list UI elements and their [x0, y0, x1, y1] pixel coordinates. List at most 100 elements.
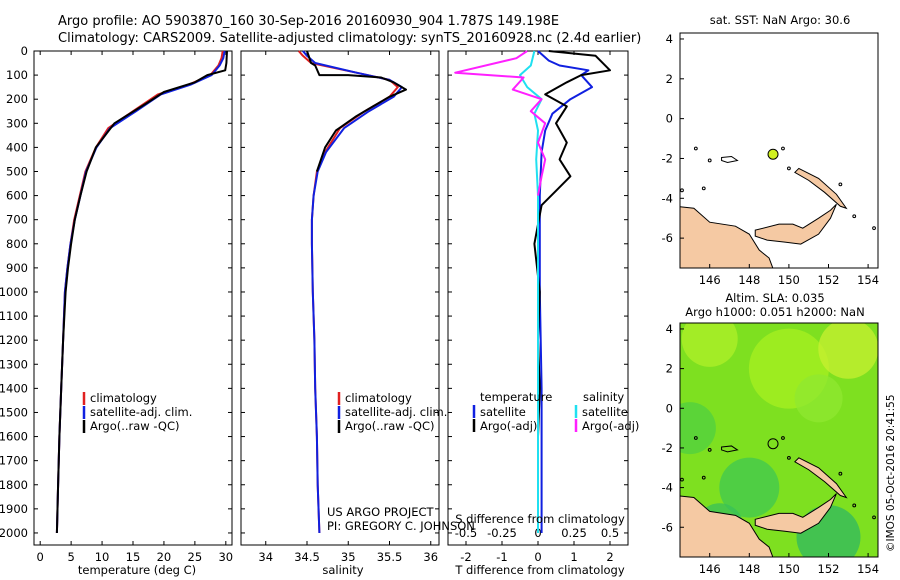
legend-satellite: satellite-adj. clim.: [90, 405, 192, 419]
legend-s-argo: Argo(-adj): [582, 419, 639, 433]
map-y-tick-label: 0: [666, 112, 673, 126]
sla-map-title-1: Altim. SLA: 0.035: [725, 291, 824, 305]
x-tick-label: 5: [67, 550, 74, 564]
argo-position-marker: [767, 438, 779, 450]
sla-field-blob: [719, 457, 780, 518]
map-y-tick-label: 2: [666, 362, 673, 376]
x-tick-label: 34: [258, 550, 273, 564]
map-x-tick-label: 146: [699, 562, 721, 576]
y-tick-label: 1200: [0, 333, 28, 347]
legend-t-argo: Argo(-adj): [480, 419, 537, 433]
salinity-legend: climatology satellite-adj. clim. Argo(..…: [337, 391, 447, 433]
x-tick-label: 35: [341, 550, 356, 564]
new-ireland-land: [794, 167, 848, 210]
difference-profile-panel: -2 -1 0 1 2-0.5 -0.25 0 0.25 0.5: [447, 50, 629, 564]
series-line-satellite-adj-clim-: [302, 50, 403, 534]
small-island: [787, 455, 791, 460]
legend-argo: Argo(..raw -QC): [90, 419, 180, 433]
new-guinea-land: [680, 495, 774, 557]
copyright-stamp: ©IMOS 05-Oct-2016 20:41:55: [885, 394, 897, 552]
map-y-tick-label: -4: [662, 191, 673, 205]
header-line-1: Argo profile: AO 5903870_160 30-Sep-2016…: [58, 14, 559, 29]
small-island: [838, 182, 843, 187]
y-tick-label: 1000: [0, 285, 28, 299]
x-tick-label: -1: [496, 550, 507, 564]
temperature-x-label: temperature (deg C): [78, 563, 196, 577]
small-island: [852, 214, 857, 219]
small-island: [781, 146, 785, 151]
small-island: [701, 475, 706, 480]
y-tick-label: 1700: [0, 454, 28, 468]
legend-t-satellite: satellite: [480, 405, 526, 419]
map-x-tick-label: 150: [778, 562, 800, 576]
small-island: [787, 166, 791, 171]
map-x-tick-label: 154: [857, 273, 879, 287]
sla-field-blob: [681, 323, 738, 367]
s-tick-label: -0.25: [487, 526, 517, 540]
small-island: [852, 503, 857, 508]
x-tick-label: 35.5: [377, 550, 403, 564]
s-tick-label: 0.5: [601, 526, 619, 540]
map-y-tick-label: -2: [662, 151, 673, 165]
y-tick-label: 1800: [0, 478, 28, 492]
small-island: [680, 477, 684, 482]
sst-map-panel: 146 148 150 152 154 4 2 0 -2 -4 -6: [662, 32, 880, 287]
small-island: [872, 515, 876, 520]
map-y-tick-label: 0: [666, 401, 673, 415]
x-tick-label: 15: [126, 550, 141, 564]
map-x-tick-label: 152: [818, 273, 840, 287]
sla-map-title-2: Argo h1000: 0.051 h2000: NaN: [685, 305, 864, 319]
small-island: [701, 186, 706, 191]
small-island: [693, 146, 698, 151]
series-line-argo-raw-qc-: [55, 50, 228, 534]
temperature-profile-panel: 0100200300400500600700800900100011001200…: [0, 44, 233, 564]
small-island: [693, 436, 698, 440]
y-tick-label: 1300: [0, 357, 28, 371]
small-island: [872, 226, 876, 231]
map-x-tick-label: 150: [778, 273, 800, 287]
map-y-tick-label: 2: [666, 72, 673, 86]
y-tick-label: 1900: [0, 502, 28, 516]
series-line-s-satellite: [519, 50, 543, 533]
salinity-profile-panel: 34 34.5 35 35.5 36: [240, 50, 440, 564]
salinity-x-label: salinity: [322, 563, 363, 577]
y-tick-label: 2000: [0, 526, 28, 540]
difference-legend: temperature salinity satellite Argo(-adj…: [472, 390, 639, 433]
series-line-satellite-adj-clim-: [55, 50, 226, 534]
legend-climatology: climatology: [90, 391, 157, 405]
map-y-tick-label: -4: [662, 481, 673, 495]
map-y-tick-label: -6: [662, 231, 673, 245]
sst-map-title: sat. SST: NaN Argo: 30.6: [710, 13, 851, 27]
series-line-t-argo-adj-: [533, 50, 611, 533]
new-britain-land: [754, 493, 837, 534]
y-tick-label: 0: [21, 44, 28, 58]
y-tick-label: 300: [6, 116, 28, 130]
new-guinea-land: [680, 206, 774, 268]
small-island: [680, 188, 684, 193]
new-britain-land: [754, 203, 837, 245]
legend-salinity-header: salinity: [583, 390, 624, 404]
manus-island: [721, 445, 739, 453]
credit-line-2: PI: GREGORY C. JOHNSON: [327, 519, 475, 533]
series-line-climatology: [55, 50, 224, 534]
plot-frame: [240, 50, 440, 546]
map-x-tick-label: 152: [818, 562, 840, 576]
y-tick-label: 1400: [0, 381, 28, 395]
new-ireland-land: [794, 457, 848, 499]
sla-field-blob: [794, 374, 843, 423]
y-tick-label: 500: [6, 164, 28, 178]
series-line-argo-raw-qc-: [306, 50, 407, 172]
map-y-tick-label: -2: [662, 441, 673, 455]
legend-argo: Argo(..raw -QC): [345, 419, 435, 433]
map-y-tick-label: 4: [666, 32, 673, 46]
s-tick-label: -0.5: [455, 526, 477, 540]
y-tick-label: 900: [6, 261, 28, 275]
y-tick-label: 400: [6, 140, 28, 154]
x-tick-label: 25: [188, 550, 203, 564]
x-tick-label: 34.5: [294, 550, 320, 564]
header-line-2: Climatology: CARS2009. Satellite-adjuste…: [58, 31, 641, 46]
map-frame: [679, 32, 879, 269]
s-tick-label: 0.25: [561, 526, 587, 540]
x-tick-label: 30: [218, 550, 233, 564]
x-tick-label: -2: [460, 550, 471, 564]
